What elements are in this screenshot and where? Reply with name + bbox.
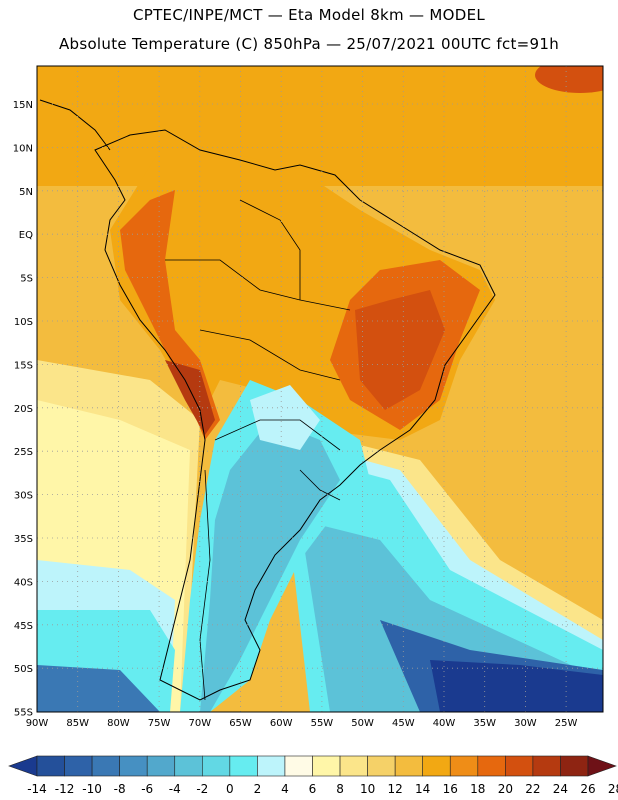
colorbar-swatch-7 bbox=[202, 755, 231, 777]
lon-label-10: 40W bbox=[433, 718, 456, 729]
colorbar-label-2: -10 bbox=[82, 782, 102, 796]
colorbar-swatch-5 bbox=[146, 755, 176, 777]
colorbar-swatch-6 bbox=[174, 755, 203, 777]
colorbar-swatch-8 bbox=[229, 755, 258, 777]
lat-label-12: 45S bbox=[14, 621, 33, 632]
colorbar-label-6: -2 bbox=[196, 782, 208, 796]
lon-label-12: 30W bbox=[514, 718, 537, 729]
colorbar-label-7: 0 bbox=[226, 782, 234, 796]
lon-label-11: 35W bbox=[473, 718, 496, 729]
lat-label-10: 35S bbox=[14, 534, 33, 545]
colorbar-label-15: 16 bbox=[443, 782, 458, 796]
lat-label-2: 5N bbox=[19, 187, 33, 198]
lat-label-13: 50S bbox=[14, 664, 33, 675]
colorbar-label-8: 2 bbox=[254, 782, 262, 796]
lat-label-3: EQ bbox=[19, 230, 33, 241]
lat-label-8: 25S bbox=[14, 447, 33, 458]
lon-label-4: 70W bbox=[188, 718, 211, 729]
colorbar-swatch-9 bbox=[257, 755, 286, 777]
lat-label-11: 40S bbox=[14, 577, 33, 588]
border-3 bbox=[214, 419, 341, 451]
lon-label-6: 60W bbox=[270, 718, 293, 729]
colorbar-label-18: 22 bbox=[525, 782, 540, 796]
colorbar-swatch-18 bbox=[505, 755, 534, 777]
colorbar-label-19: 24 bbox=[553, 782, 568, 796]
colorbar-label-17: 20 bbox=[498, 782, 513, 796]
lon-label-13: 25W bbox=[555, 718, 578, 729]
cold-core bbox=[200, 420, 340, 712]
map-area bbox=[37, 66, 603, 712]
colorbar-swatch-15 bbox=[422, 755, 451, 777]
lon-label-9: 45W bbox=[392, 718, 415, 729]
colorbar-swatch-12 bbox=[339, 755, 368, 777]
central-america-outline bbox=[39, 99, 111, 151]
map-frame bbox=[36, 65, 604, 713]
colorbar-swatch-13 bbox=[367, 755, 396, 777]
lat-label-6: 15S bbox=[14, 360, 33, 371]
lat-label-7: 20S bbox=[14, 404, 33, 415]
colorbar-swatch-3 bbox=[91, 755, 120, 777]
colorbar-label-21: 28 bbox=[608, 782, 618, 796]
sw-ocean-deep bbox=[37, 665, 160, 712]
lat-label-1: 10N bbox=[13, 143, 33, 154]
lon-label-2: 80W bbox=[107, 718, 130, 729]
colorbar-label-11: 8 bbox=[336, 782, 344, 796]
border-2 bbox=[199, 329, 341, 381]
title-line-1: CPTEC/INPE/MCT — Eta Model 8km — MODEL bbox=[132, 6, 486, 24]
colorbar-label-3: -8 bbox=[114, 782, 126, 796]
border-5 bbox=[239, 199, 301, 300]
colorbar-label-5: -4 bbox=[169, 782, 181, 796]
title-line-2: Absolute Temperature (C) 850hPa — 25/07/… bbox=[58, 35, 560, 53]
lat-label-9: 30S bbox=[14, 491, 33, 502]
colorbar-label-0: -14 bbox=[27, 782, 47, 796]
colorbar-label-13: 12 bbox=[388, 782, 403, 796]
colorbar-label-4: -6 bbox=[141, 782, 153, 796]
andes-hottest bbox=[165, 360, 215, 435]
lat-label-4: 5S bbox=[20, 274, 33, 285]
border-1 bbox=[165, 259, 351, 311]
se-ocean-deepest bbox=[430, 660, 603, 712]
colorbar-swatch-11 bbox=[312, 755, 341, 777]
lon-label-5: 65W bbox=[229, 718, 252, 729]
latitude-labels: 15N 10N 5N EQ 5S 10S 15S 20S 25S 30S 35S 40S 45S 50S 5… bbox=[13, 100, 33, 719]
colorbar-low-arrow bbox=[8, 755, 38, 777]
colorbar-label-20: 26 bbox=[580, 782, 595, 796]
longitude-labels: 90W 85W 80W 75W 70W 65W 60W 55W 50W 45W 40W 35W 30W 2… bbox=[26, 718, 578, 729]
colorbar-swatch-17 bbox=[477, 755, 506, 777]
lat-label-5: 10S bbox=[14, 317, 33, 328]
colorbar-swatch-19 bbox=[532, 755, 561, 777]
lon-label-3: 75W bbox=[148, 718, 171, 729]
colorbar-swatch-14 bbox=[394, 755, 423, 777]
colorbar-label-14: 14 bbox=[415, 782, 430, 796]
lat-label-0: 15N bbox=[13, 100, 33, 111]
hot-spot-ne bbox=[535, 66, 603, 93]
colorbar-high-arrow bbox=[587, 755, 617, 777]
colorbar-swatch-1 bbox=[36, 755, 65, 777]
colorbar-swatch-10 bbox=[284, 755, 313, 777]
tropical-band bbox=[37, 66, 603, 186]
lat-label-14: 55S bbox=[14, 708, 33, 719]
colorbar-label-16: 18 bbox=[470, 782, 485, 796]
colorbar: -14 -12 -10 -8 -6 -4 -2 0 2 4 6 8 10 12 14 16 18 20 22 24 26… bbox=[8, 755, 618, 796]
colorbar-swatch-20 bbox=[560, 755, 589, 777]
colorbar-label-10: 6 bbox=[309, 782, 317, 796]
brazil-hotter bbox=[355, 290, 445, 410]
colorbar-label-9: 4 bbox=[281, 782, 289, 796]
colorbar-swatch-2 bbox=[64, 755, 93, 777]
colorbar-label-12: 10 bbox=[360, 782, 375, 796]
lon-label-7: 55W bbox=[311, 718, 334, 729]
colorbar-swatch-16 bbox=[449, 755, 479, 777]
border-uruguay bbox=[299, 469, 341, 501]
lon-label-1: 85W bbox=[66, 718, 89, 729]
cold-front-edge bbox=[250, 385, 320, 450]
colorbar-label-1: -12 bbox=[55, 782, 75, 796]
continent-outline bbox=[94, 129, 496, 701]
border-chile-argentina bbox=[199, 469, 211, 701]
lon-label-8: 50W bbox=[351, 718, 374, 729]
colorbar-swatch-4 bbox=[119, 755, 148, 777]
lon-label-0: 90W bbox=[26, 718, 49, 729]
